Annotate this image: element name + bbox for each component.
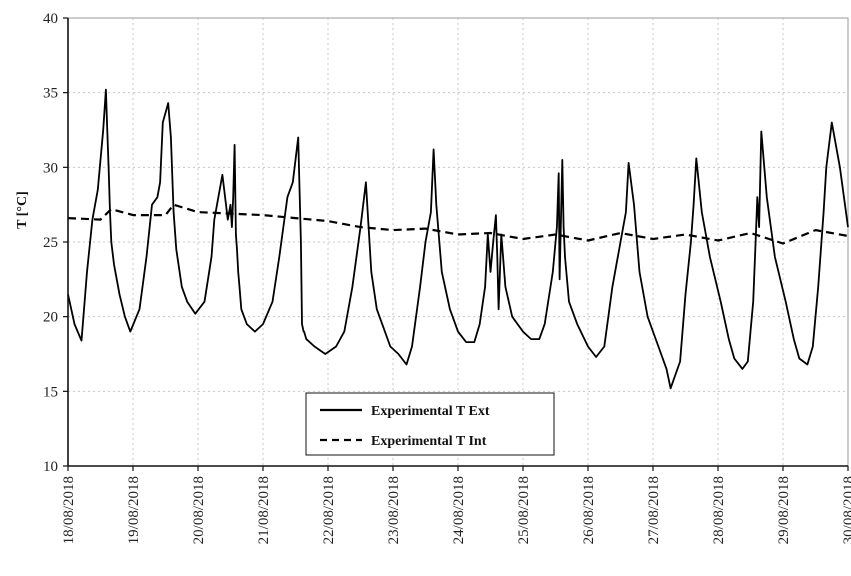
x-tick-label: 27/08/2018: [646, 476, 662, 544]
x-tick-label: 29/08/2018: [776, 476, 792, 544]
y-tick-label: 35: [43, 86, 58, 102]
x-tick-label: 28/08/2018: [711, 476, 727, 544]
y-tick-label: 15: [43, 384, 58, 400]
y-tick-label: 40: [43, 11, 58, 27]
y-tick-label: 30: [43, 160, 58, 176]
legend-box: [305, 392, 555, 456]
y-tick-label: 10: [43, 459, 58, 475]
x-tick-label: 30/08/2018: [841, 476, 851, 544]
x-tick-label: 23/08/2018: [386, 476, 402, 544]
x-tick-label: 25/08/2018: [516, 476, 532, 544]
series-line-t-ext: [67, 88, 849, 390]
legend-label-int: Experimental T Int: [371, 434, 487, 449]
legend: Experimental T Ext Experimental T Int: [305, 392, 555, 456]
x-tick-label: 20/08/2018: [191, 476, 207, 544]
y-axis-ticks: 10 15 20 25 30 35 40: [43, 11, 68, 475]
x-axis-ticks: 18/08/2018 19/08/2018 20/08/2018 21/08/2018…: [61, 466, 851, 544]
x-tick-label: 19/08/2018: [126, 476, 142, 544]
x-tick-label: 21/08/2018: [256, 476, 272, 544]
x-tick-label: 18/08/2018: [61, 476, 77, 544]
y-tick-label: 20: [43, 310, 58, 326]
y-tick-label: 25: [43, 235, 58, 251]
x-tick-label: 26/08/2018: [581, 476, 597, 544]
series-line-t-int: [67, 203, 849, 245]
x-tick-label: 22/08/2018: [321, 476, 337, 544]
legend-label-ext: Experimental T Ext: [371, 404, 490, 419]
series-lines: [67, 88, 849, 390]
y-axis-label: T [°C]: [15, 191, 30, 229]
x-tick-label: 24/08/2018: [451, 476, 467, 544]
